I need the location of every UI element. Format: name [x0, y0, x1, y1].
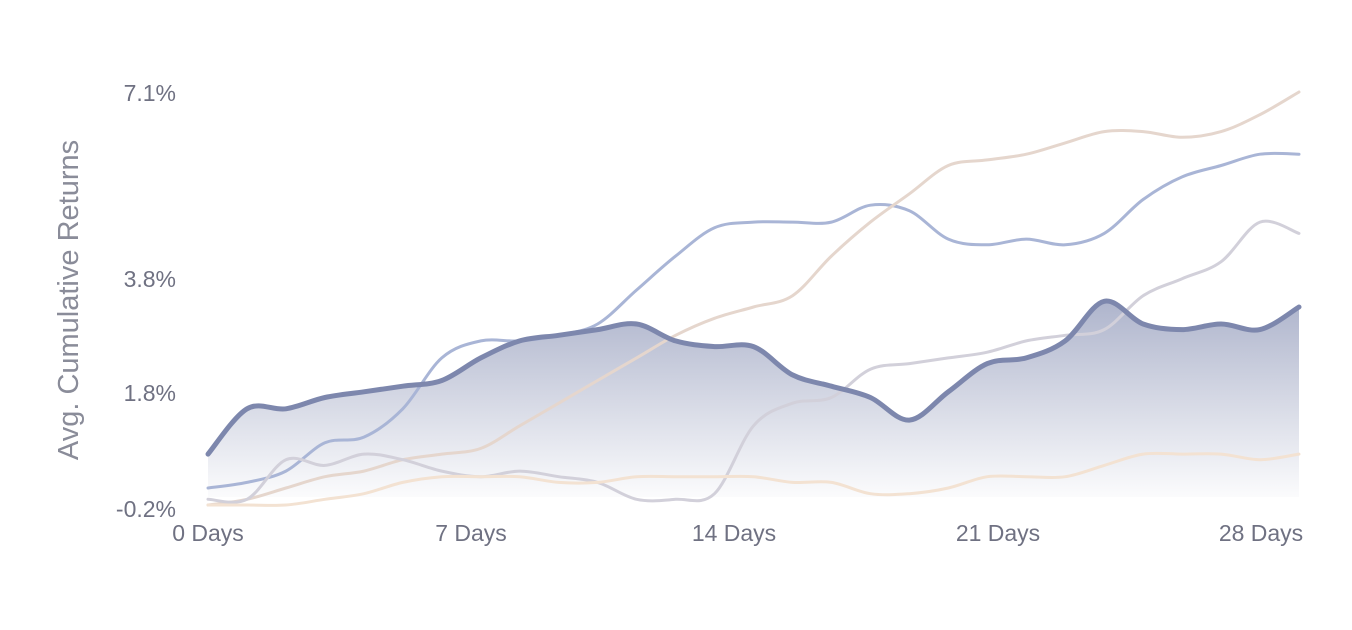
series-line-5	[206, 451, 1301, 507]
x-tick-label: 7 Days	[435, 520, 507, 546]
y-tick-label: 3.8%	[124, 266, 176, 292]
x-tick-label: 28 Days	[1219, 520, 1303, 546]
y-tick-label: 7.1%	[124, 80, 176, 106]
y-tick-label: 1.8%	[124, 380, 176, 406]
x-tick-label: 0 Days	[172, 520, 244, 546]
x-tick-label: 14 Days	[692, 520, 776, 546]
series-layer	[205, 90, 1302, 507]
y-tick-label: -0.2%	[116, 496, 176, 522]
y-axis-ticks: 7.1% 3.8% 1.8% -0.2%	[116, 80, 176, 522]
x-tick-label: 21 Days	[956, 520, 1040, 546]
y-axis-title: Avg. Cumulative Returns	[53, 140, 85, 460]
series-line-4	[206, 219, 1301, 504]
series-line-3	[206, 90, 1301, 507]
x-axis-ticks: 0 Days 7 Days 14 Days 21 Days 28 Days	[172, 520, 1303, 546]
series-line-2	[206, 151, 1301, 490]
highlight-series-line	[205, 298, 1302, 457]
